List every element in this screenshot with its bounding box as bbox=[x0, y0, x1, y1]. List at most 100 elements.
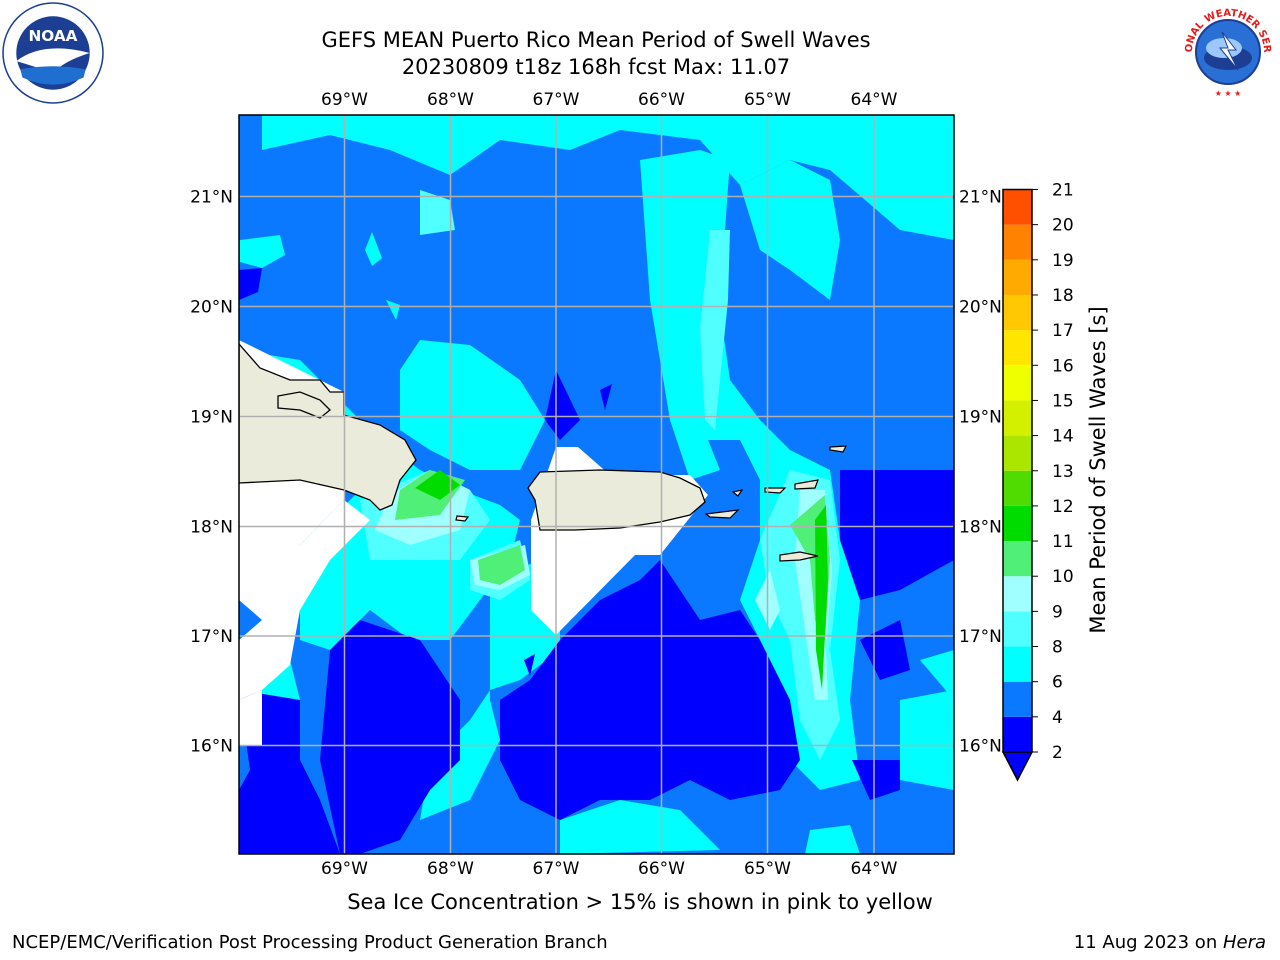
colorbar-tick-label: 10 bbox=[1052, 567, 1074, 587]
contour-band bbox=[545, 370, 580, 440]
noaa-logo: NOAA bbox=[2, 2, 104, 104]
colorbar-band bbox=[1003, 294, 1032, 331]
lon-label-top: 69°W bbox=[321, 90, 368, 110]
noaa-logo-text: NOAA bbox=[28, 27, 77, 45]
contour-band bbox=[900, 690, 954, 790]
colorbar-under-arrow bbox=[1001, 751, 1034, 782]
hispaniola-land bbox=[239, 343, 417, 511]
colorbar-tick-label: 17 bbox=[1052, 321, 1074, 341]
contour-band bbox=[400, 340, 545, 470]
no-data-mask bbox=[239, 690, 262, 745]
contour-band bbox=[415, 470, 460, 500]
culebra-island bbox=[731, 489, 744, 497]
anegada-island bbox=[829, 445, 848, 453]
map-title: GEFS MEAN Puerto Rico Mean Period of Swe… bbox=[321, 28, 871, 52]
colorbar-tick-label: 11 bbox=[1052, 532, 1074, 552]
colorbar-band bbox=[1003, 435, 1032, 471]
footer-date-text: 11 Aug 2023 on bbox=[1073, 932, 1223, 953]
colorbar-band bbox=[1003, 716, 1032, 752]
lat-label-left: 18°N bbox=[190, 518, 233, 538]
colorbar-band bbox=[1003, 189, 1032, 225]
contour-band bbox=[920, 650, 954, 700]
contour-band bbox=[420, 190, 455, 235]
contour-band bbox=[852, 760, 900, 800]
colorbar-tick-label: 15 bbox=[1052, 391, 1074, 411]
lon-label-bottom: 64°W bbox=[851, 859, 898, 879]
svg-text:★ ★ ★: ★ ★ ★ bbox=[1215, 89, 1242, 98]
contour-band bbox=[860, 620, 910, 680]
contour-band bbox=[365, 232, 382, 266]
contour-band bbox=[805, 825, 860, 854]
contour-band bbox=[740, 160, 840, 300]
footer-date: 11 Aug 2023 on Hera bbox=[1074, 932, 1266, 953]
lat-label-right: 17°N bbox=[959, 627, 1002, 647]
contour-band bbox=[524, 654, 535, 676]
contour-band bbox=[240, 235, 285, 268]
map-axis-labels: 69°W 69°W 68°W 68°W 67°W 67°W 66°W 66°W 65°W 65°W… bbox=[190, 90, 1002, 879]
colorbar-tick-label: 9 bbox=[1052, 602, 1063, 622]
colorbar-tick-label: 12 bbox=[1052, 497, 1074, 517]
lat-label-left: 21°N bbox=[190, 188, 233, 208]
colorbar-tick-label: 2 bbox=[1052, 743, 1063, 763]
virgin-islands bbox=[764, 487, 787, 494]
colorbar-band bbox=[1003, 576, 1032, 612]
lon-label-top: 66°W bbox=[638, 90, 685, 110]
footer-credit: NCEP/EMC/Verification Post Processing Pr… bbox=[12, 932, 608, 953]
lat-label-right: 18°N bbox=[959, 518, 1002, 538]
colorbar-tick-label: 21 bbox=[1052, 181, 1074, 201]
contour-band bbox=[560, 800, 720, 854]
colorbar-tick-label: 8 bbox=[1052, 638, 1063, 658]
footer-machine: Hera bbox=[1222, 932, 1266, 953]
colorbar-tick-label: 16 bbox=[1052, 356, 1074, 376]
lon-label-bottom: 67°W bbox=[533, 859, 580, 879]
lon-label-top: 64°W bbox=[851, 90, 898, 110]
contour-band bbox=[386, 300, 400, 320]
colorbar-band bbox=[1003, 611, 1032, 647]
colorbar-tick-label: 4 bbox=[1052, 708, 1063, 728]
map-gridlines bbox=[239, 115, 954, 854]
contour-band bbox=[640, 150, 730, 480]
lon-label-top: 65°W bbox=[744, 90, 791, 110]
map-subtitle: 20230809 t18z 168h fcst Max: 11.07 bbox=[401, 55, 791, 79]
colorbar-tick-label: 18 bbox=[1052, 286, 1074, 306]
colorbar-band bbox=[1003, 365, 1032, 401]
colorbar-tick-label: 14 bbox=[1052, 427, 1074, 447]
mona-island bbox=[455, 515, 470, 522]
colorbar-band bbox=[1003, 259, 1032, 295]
lat-label-right: 21°N bbox=[959, 188, 1002, 208]
contour-band bbox=[815, 505, 828, 690]
colorbar-tick-label: 6 bbox=[1052, 673, 1063, 693]
lon-label-bottom: 65°W bbox=[744, 859, 791, 879]
no-data-mask bbox=[239, 480, 344, 560]
lon-label-top: 67°W bbox=[533, 90, 580, 110]
sea-ice-caption: Sea Ice Concentration > 15% is shown in … bbox=[347, 890, 933, 914]
contour-band bbox=[840, 470, 954, 600]
lat-label-left: 19°N bbox=[190, 408, 233, 428]
contour-band bbox=[390, 652, 402, 672]
colorbar-band bbox=[1003, 646, 1032, 682]
contour-band bbox=[262, 115, 954, 240]
swell-period-field bbox=[239, 115, 954, 854]
virgin-islands bbox=[794, 479, 819, 490]
contour-band bbox=[239, 268, 262, 300]
colorbar-band bbox=[1003, 400, 1032, 436]
colorbar-band bbox=[1003, 505, 1032, 542]
lon-label-bottom: 68°W bbox=[427, 859, 474, 879]
contour-band bbox=[600, 384, 612, 410]
colorbar-tick-label: 20 bbox=[1052, 216, 1074, 236]
gonave-island bbox=[277, 391, 331, 419]
contour-band bbox=[700, 230, 730, 430]
no-data-mask bbox=[239, 640, 290, 700]
lat-label-right: 20°N bbox=[959, 298, 1002, 318]
st-croix-island bbox=[779, 551, 819, 562]
contour-band bbox=[860, 140, 954, 200]
colorbar-title: Mean Period of Swell Waves [s] bbox=[1086, 306, 1110, 634]
lat-label-left: 17°N bbox=[190, 627, 233, 647]
contour-band bbox=[239, 690, 340, 854]
contour-band bbox=[500, 560, 800, 820]
colorbar-band bbox=[1003, 470, 1032, 506]
contour-band bbox=[478, 545, 525, 585]
colorbar-tick-label: 13 bbox=[1052, 462, 1074, 482]
lon-label-top: 68°W bbox=[427, 90, 474, 110]
colorbar-band bbox=[1003, 224, 1032, 260]
